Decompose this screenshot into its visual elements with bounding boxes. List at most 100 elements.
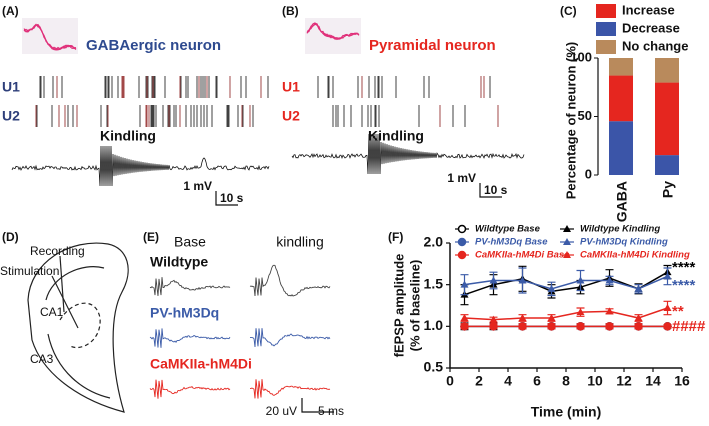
field-potential-trace xyxy=(249,264,331,297)
voltage-trace xyxy=(291,133,525,175)
panel-label: (A) xyxy=(2,4,19,18)
unit-label: U2 xyxy=(282,108,300,124)
inset-waveform xyxy=(306,22,360,40)
hippocampus-drawing xyxy=(27,242,129,413)
scale-label: 20 uV xyxy=(266,404,297,418)
x-tick-label: Py xyxy=(660,181,676,198)
legend-swatch xyxy=(596,40,616,54)
marker xyxy=(457,224,467,234)
marker xyxy=(489,276,498,284)
legend-label: Wildtype Base xyxy=(475,224,541,235)
panel-label: (C) xyxy=(560,4,577,18)
marker xyxy=(576,276,585,284)
scale-label: 1 mV xyxy=(183,179,212,193)
marker xyxy=(489,315,498,323)
scale-label: 1 mV xyxy=(447,171,476,185)
significance-label: **** xyxy=(672,259,696,276)
marker xyxy=(457,237,467,247)
field-potential-trace xyxy=(149,277,231,296)
event-label: Kindling xyxy=(100,128,156,144)
marker xyxy=(563,238,571,245)
marker xyxy=(605,276,614,284)
region-label: Recording xyxy=(30,244,85,258)
column-header: Base xyxy=(174,234,206,250)
hippocampus-inner xyxy=(45,266,105,301)
inset-waveform xyxy=(23,23,77,51)
field-potential-trace xyxy=(149,328,231,348)
marker xyxy=(460,314,469,321)
marker xyxy=(634,322,643,331)
marker xyxy=(563,225,571,232)
voltage-trace xyxy=(11,145,270,187)
legend-label: PV-hM3Dq Kindling xyxy=(580,237,668,248)
column-header: kindling xyxy=(276,234,323,250)
panel-title: GABAergic neuron xyxy=(86,37,221,54)
marker xyxy=(489,322,498,331)
marker xyxy=(634,314,643,321)
x-tick-label: 10 xyxy=(587,373,603,389)
dentate-curve xyxy=(59,302,101,349)
row-label: Wildtype xyxy=(150,254,208,270)
y-tick-label: 0.5 xyxy=(424,359,444,375)
axes xyxy=(449,243,682,369)
x-axis-label: Time (min) xyxy=(531,404,602,420)
field-potential-trace xyxy=(149,379,231,399)
legend-label: PV-hM3Dq Base xyxy=(475,237,548,248)
y-axis-label: Percentage of neuron (%) xyxy=(563,42,578,199)
marker xyxy=(518,322,527,331)
scale-label: 10 s xyxy=(484,183,508,197)
marker xyxy=(605,307,614,315)
scale-bar xyxy=(479,183,502,198)
scale-label: 5 ms xyxy=(318,404,344,418)
scale-bar xyxy=(215,191,238,206)
bar-segment xyxy=(609,121,633,175)
marker xyxy=(663,272,672,280)
legend-label: Decrease xyxy=(622,20,680,35)
y-tick-label: 1.0 xyxy=(424,317,444,333)
recording-electrode xyxy=(59,255,65,313)
x-tick-label: 14 xyxy=(645,373,661,389)
scale-label: 10 s xyxy=(220,191,244,205)
series-line xyxy=(464,275,668,290)
bar-segment xyxy=(655,82,679,156)
marker xyxy=(663,322,672,331)
x-tick-label: 8 xyxy=(562,373,570,389)
legend-swatch xyxy=(596,4,616,18)
x-tick-label: 0 xyxy=(446,373,454,389)
x-tick-label: 12 xyxy=(616,373,632,389)
legend-label: No change xyxy=(622,38,688,53)
marker xyxy=(547,322,556,331)
unit-label: U2 xyxy=(2,108,20,124)
row-label: CaMKIIa-hM4Di xyxy=(150,356,252,372)
marker xyxy=(518,276,527,284)
marker xyxy=(518,314,527,321)
row-label: PV-hM3Dq xyxy=(150,305,219,321)
marker xyxy=(547,284,556,292)
inset-box xyxy=(22,18,78,54)
bar-segment xyxy=(655,155,679,175)
panel-label: (F) xyxy=(388,230,403,244)
marker xyxy=(634,284,643,292)
ca3-curve xyxy=(47,333,111,399)
marker xyxy=(576,308,585,316)
field-potential-trace xyxy=(249,328,331,348)
marker xyxy=(663,304,672,311)
significance-label: **** xyxy=(672,277,696,294)
panel-title: Pyramidal neuron xyxy=(369,37,496,54)
hippocampus-outline xyxy=(27,242,129,413)
event-label: Kindling xyxy=(368,128,424,144)
legend-label: Increase xyxy=(622,2,675,17)
bar-segment xyxy=(609,75,633,122)
y-tick-label: 1.5 xyxy=(424,275,444,291)
series-line xyxy=(464,307,668,321)
panel-label: (E) xyxy=(143,230,159,244)
y-tick-label: 100 xyxy=(570,49,592,64)
stimulation-electrode xyxy=(51,275,79,329)
bar-segment xyxy=(655,58,679,83)
y-tick-label: 50 xyxy=(578,108,592,123)
x-tick-label: 4 xyxy=(504,373,512,389)
region-label: CA1 xyxy=(40,305,64,319)
unit-label: U1 xyxy=(2,79,20,95)
legend-label: CaMKIIa-hM4Di Kindling xyxy=(580,250,690,261)
